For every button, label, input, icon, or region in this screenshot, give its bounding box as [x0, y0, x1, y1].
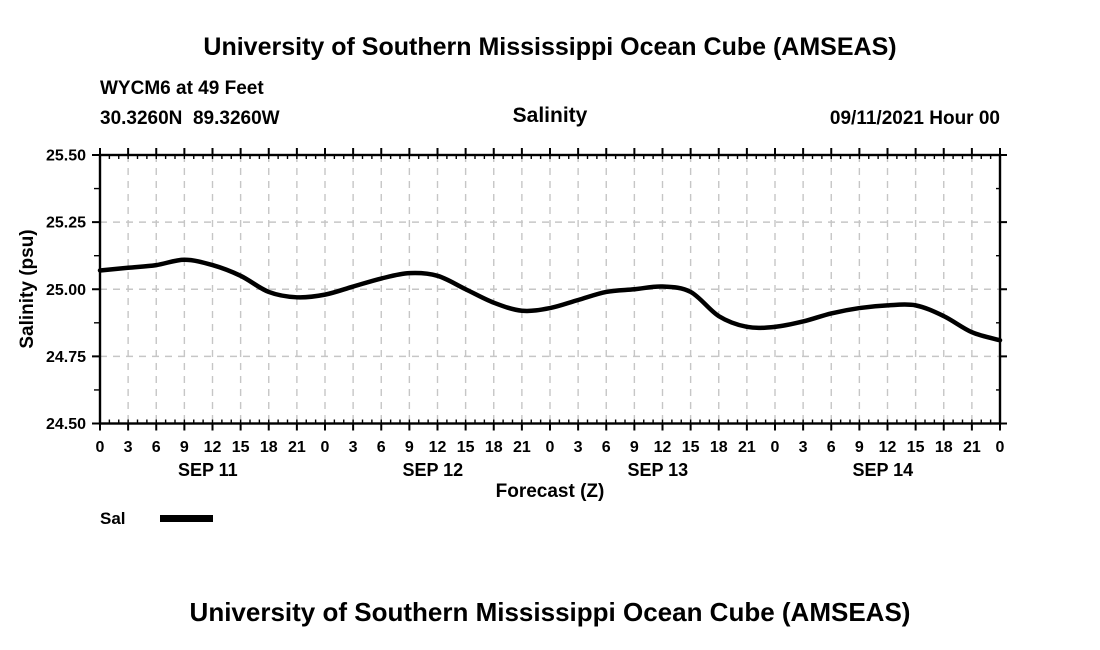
x-tick-label: 6 [377, 439, 386, 456]
x-tick-label: 15 [682, 439, 700, 456]
x-tick-label: 6 [827, 439, 836, 456]
x-tick-label: 18 [485, 439, 503, 456]
footer-title: University of Southern Mississippi Ocean… [189, 597, 911, 627]
x-tick-label: 15 [232, 439, 250, 456]
x-tick-label: 12 [879, 439, 897, 456]
day-label: SEP 12 [402, 460, 463, 480]
x-tick-label: 12 [654, 439, 672, 456]
x-tick-label: 21 [513, 439, 531, 456]
day-label: SEP 14 [852, 460, 913, 480]
y-tick-label: 25.50 [46, 148, 86, 165]
x-tick-label: 18 [710, 439, 728, 456]
x-tick-label: 18 [935, 439, 953, 456]
x-tick-label: 0 [546, 439, 555, 456]
x-tick-label: 3 [799, 439, 808, 456]
day-label: SEP 11 [178, 460, 238, 480]
day-label: SEP 13 [627, 460, 688, 480]
x-tick-label: 18 [260, 439, 278, 456]
x-tick-label: 12 [204, 439, 222, 456]
x-tick-label: 15 [907, 439, 925, 456]
x-tick-label: 3 [124, 439, 133, 456]
y-tick-label: 24.75 [46, 349, 86, 366]
x-tick-label: 6 [602, 439, 611, 456]
x-tick-label: 0 [771, 439, 780, 456]
x-tick-label: 0 [321, 439, 330, 456]
series-curve-sal [97, 257, 1003, 343]
x-tick-label: 21 [963, 439, 981, 456]
legend-line-swatch [160, 515, 213, 522]
station-label: WYCM6 at 49 Feet [100, 78, 264, 99]
x-tick-label: 6 [152, 439, 161, 456]
x-tick-label: 21 [738, 439, 756, 456]
y-tick-label: 25.25 [46, 215, 86, 232]
x-tick-label: 9 [855, 439, 864, 456]
x-axis-title: Forecast (Z) [495, 481, 605, 502]
y-tick-label: 25.00 [46, 282, 86, 299]
legend: Sal [100, 509, 400, 531]
x-tick-label: 0 [996, 439, 1005, 456]
x-tick-label: 3 [574, 439, 583, 456]
x-tick-label: 12 [429, 439, 447, 456]
coordinates-label: 30.3260N 89.3260W [100, 108, 280, 129]
x-tick-label: 9 [630, 439, 639, 456]
x-tick-label: 9 [405, 439, 414, 456]
x-tick-label: 15 [457, 439, 475, 456]
chart-title: Salinity [512, 104, 588, 127]
x-tick-label: 21 [288, 439, 306, 456]
x-tick-label: 0 [96, 439, 105, 456]
run-datetime-label: 09/11/2021 Hour 00 [829, 108, 1000, 129]
x-tick-label: 9 [180, 439, 189, 456]
legend-series-label: Sal [100, 509, 126, 528]
y-tick-label: 24.50 [46, 416, 86, 433]
x-tick-label: 3 [349, 439, 358, 456]
page-title: University of Southern Mississippi Ocean… [203, 33, 897, 61]
